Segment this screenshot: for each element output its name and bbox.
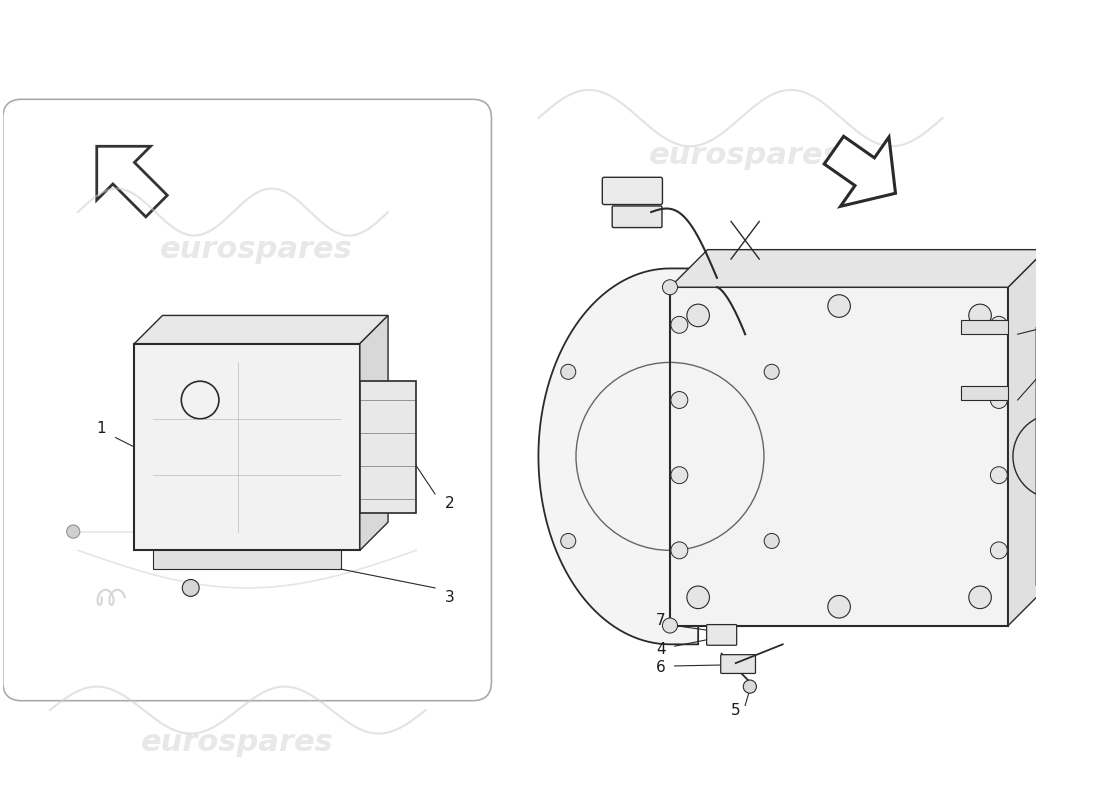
Text: eurospares: eurospares [161,235,353,264]
Circle shape [969,586,991,609]
Text: eurospares: eurospares [141,729,334,758]
Circle shape [828,294,850,318]
Polygon shape [1009,250,1046,626]
Polygon shape [670,287,1009,626]
Bar [961,386,1009,400]
Text: 5: 5 [730,702,740,718]
Polygon shape [360,382,416,513]
Circle shape [686,586,710,609]
Polygon shape [153,550,341,569]
Circle shape [561,534,575,549]
Polygon shape [670,250,1046,287]
Circle shape [990,391,1008,409]
Circle shape [671,391,688,409]
Text: eurospares: eurospares [649,141,842,170]
Circle shape [764,364,779,379]
Circle shape [990,316,1008,334]
Polygon shape [360,315,388,550]
Circle shape [671,542,688,559]
Text: 7: 7 [656,614,666,628]
Circle shape [744,680,757,693]
Polygon shape [538,269,698,644]
Circle shape [990,466,1008,484]
Polygon shape [134,315,388,344]
Circle shape [183,579,199,596]
Circle shape [671,316,688,334]
Text: 4: 4 [656,642,666,657]
Circle shape [969,304,991,326]
Polygon shape [134,344,360,550]
Circle shape [990,542,1008,559]
Circle shape [671,466,688,484]
Text: 6: 6 [656,660,666,675]
Circle shape [686,304,710,326]
Circle shape [828,595,850,618]
Circle shape [662,280,678,294]
FancyBboxPatch shape [613,206,662,227]
Circle shape [764,534,779,549]
FancyBboxPatch shape [3,99,492,701]
FancyBboxPatch shape [603,178,662,205]
Circle shape [67,525,80,538]
Circle shape [561,364,575,379]
Text: 3: 3 [444,590,454,605]
Polygon shape [97,146,167,217]
Bar [961,320,1009,334]
FancyBboxPatch shape [706,625,737,646]
Text: 2: 2 [444,496,454,511]
Text: 1: 1 [97,421,106,436]
Polygon shape [1036,328,1079,585]
Circle shape [662,618,678,633]
Polygon shape [824,136,895,206]
FancyBboxPatch shape [720,654,756,674]
